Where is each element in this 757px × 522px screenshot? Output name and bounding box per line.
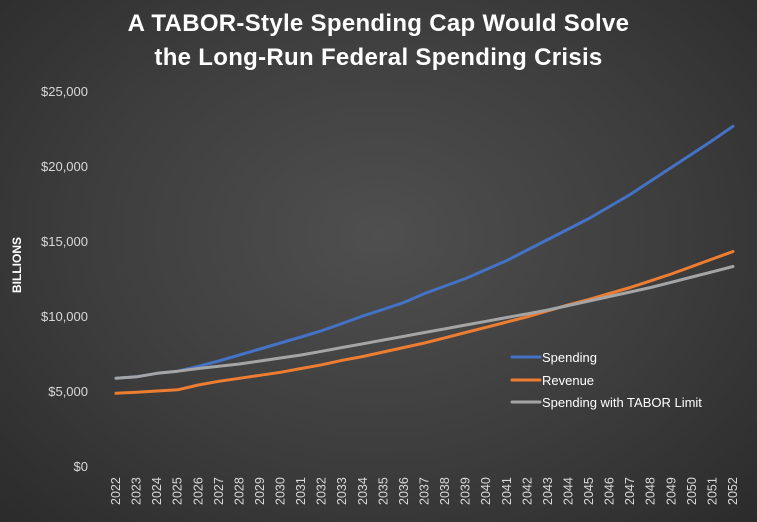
x-tick-label: 2027 [212, 477, 226, 505]
legend-label-2: Revenue [542, 373, 594, 388]
y-tick-label: $25,000 [41, 84, 88, 99]
x-tick-label: 2032 [315, 477, 329, 505]
x-tick-label: 2029 [253, 477, 267, 505]
y-tick-label: $5,000 [48, 384, 88, 399]
x-tick-label: 2030 [274, 477, 288, 505]
x-tick-label: 2043 [541, 477, 555, 505]
series-line-3 [114, 265, 735, 380]
x-tick-label: 2048 [644, 477, 658, 505]
series-line-1 [114, 124, 735, 380]
x-tick-label: 2023 [130, 477, 144, 505]
x-tick-label: 2031 [294, 477, 308, 505]
x-tick-label: 2040 [479, 477, 493, 505]
x-tick-label: 2047 [623, 477, 637, 505]
series-line-2 [114, 250, 735, 395]
y-tick-label: $20,000 [41, 159, 88, 174]
x-tick-label: 2025 [171, 477, 185, 505]
x-tick-label: 2034 [356, 477, 370, 505]
legend-label-3: Spending with TABOR Limit [542, 395, 702, 410]
x-tick-label: 2042 [520, 477, 534, 505]
x-tick-label: 2033 [335, 477, 349, 505]
x-tick-label: 2041 [500, 477, 514, 505]
x-tick-label: 2050 [685, 477, 699, 505]
x-tick-label: 2052 [726, 477, 740, 505]
x-tick-label: 2044 [561, 477, 575, 505]
x-tick-label: 2037 [418, 477, 432, 505]
x-tick-label: 2035 [376, 477, 390, 505]
x-tick-label: 2022 [109, 477, 123, 505]
y-tick-label: $15,000 [41, 234, 88, 249]
x-tick-label: 2038 [438, 477, 452, 505]
chart-title-line-1: A TABOR-Style Spending Cap Would Solve [127, 10, 630, 37]
x-tick-label: 2049 [664, 477, 678, 505]
legend-label-1: Spending [542, 350, 597, 365]
x-tick-label: 2046 [603, 477, 617, 505]
x-tick-label: 2028 [232, 477, 246, 505]
x-tick-label: 2039 [459, 477, 473, 505]
x-tick-label: 2051 [705, 477, 719, 505]
chart-title-line-2: the Long-Run Federal Spending Crisis [154, 44, 603, 71]
y-tick-label: $10,000 [41, 309, 88, 324]
x-tick-label: 2036 [397, 477, 411, 505]
y-tick-label: $0 [74, 459, 88, 474]
x-tick-label: 2045 [582, 477, 596, 505]
x-tick-label: 2026 [191, 477, 205, 505]
x-tick-label: 2024 [150, 477, 164, 505]
